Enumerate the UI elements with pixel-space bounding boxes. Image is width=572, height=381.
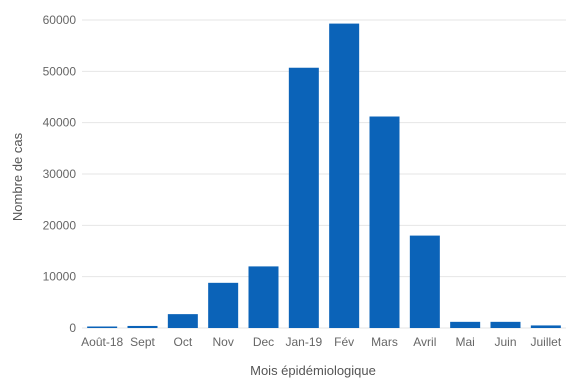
bar (450, 321, 481, 328)
bar (288, 67, 319, 329)
y-tick-label: 60000 (43, 13, 77, 27)
x-tick-label: Fév (334, 335, 354, 349)
y-tick-label: 50000 (43, 64, 77, 78)
bar (87, 326, 118, 328)
x-tick-label: Oct (173, 335, 192, 349)
y-tick-label: 20000 (43, 218, 77, 232)
bar (329, 23, 360, 329)
bar (369, 116, 400, 328)
bar (530, 325, 561, 328)
y-tick-label: 40000 (43, 116, 77, 130)
x-axis-ticks: Août-18 Sept Oct Nov Dec Jan-19 Fév Mars Avril Ma… (81, 335, 562, 349)
x-tick-label: Juillet (530, 335, 561, 349)
bar (167, 314, 198, 328)
x-tick-label: Juin (494, 335, 516, 349)
bar (127, 325, 158, 328)
x-tick-label: Sept (130, 335, 155, 349)
y-axis-ticks: 0 10000 20000 30000 40000 50000 60000 (43, 13, 77, 335)
x-tick-label: Dec (253, 335, 274, 349)
y-tick-label: 10000 (43, 270, 77, 284)
x-tick-label: Nov (212, 335, 233, 349)
bar (208, 282, 239, 328)
y-tick-label: 30000 (43, 167, 77, 181)
grid-lines (82, 19, 566, 329)
x-tick-label: Mars (371, 335, 398, 349)
bar (409, 235, 440, 328)
bar (248, 266, 279, 328)
x-tick-label: Mai (455, 335, 474, 349)
bars (87, 23, 561, 329)
x-tick-label: Avril (413, 335, 436, 349)
y-axis-title: Nombre de cas (10, 132, 25, 221)
y-tick-label: 0 (69, 321, 76, 335)
x-tick-label: Août-18 (81, 335, 123, 349)
x-axis-title: Mois épidémiologique (250, 363, 376, 378)
bar (490, 321, 521, 328)
x-tick-label: Jan-19 (285, 335, 322, 349)
